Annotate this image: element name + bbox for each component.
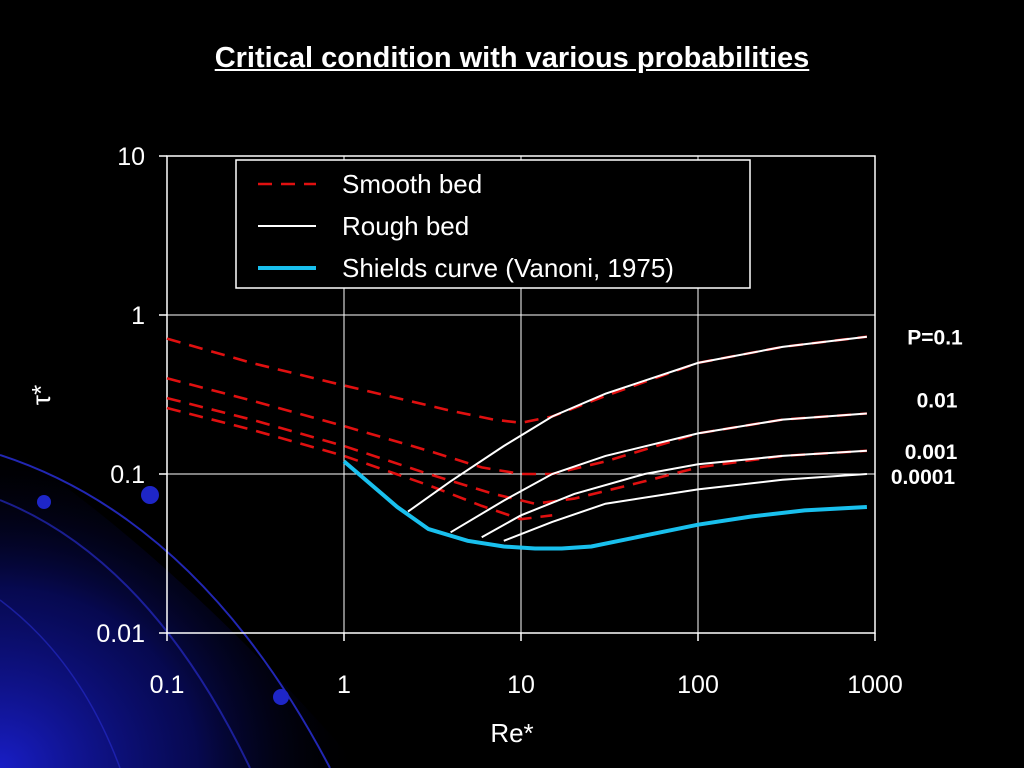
- x-tick-label: 1: [337, 671, 351, 699]
- y-axis-title: τ*: [26, 385, 56, 405]
- decoration-arc: [0, 599, 121, 768]
- decoration-dot: [273, 689, 289, 705]
- axes: [159, 155, 876, 641]
- probability-label: 0.0001: [891, 466, 956, 489]
- legend-label: Smooth bed: [342, 169, 482, 199]
- decoration-dot: [141, 486, 159, 504]
- legend: Smooth bed Rough bed Shields curve (Vanoni…: [235, 159, 751, 289]
- legend-label: Rough bed: [342, 211, 469, 241]
- smooth-bed-line: [166, 406, 553, 521]
- y-tick-label: 0.01: [96, 620, 145, 648]
- x-axis-title: Re*: [490, 718, 533, 748]
- series-group: [166, 335, 868, 551]
- probability-label: 0.01: [917, 390, 958, 413]
- rough-bed-line: [481, 449, 867, 539]
- legend-label: Shields curve (Vanoni, 1975): [342, 253, 674, 283]
- probability-label: 0.001: [905, 441, 958, 464]
- decoration-dot: [37, 495, 51, 509]
- legend-box: [235, 159, 751, 289]
- smooth-bed-line: [166, 396, 867, 506]
- y-tick-label: 0.1: [110, 461, 145, 489]
- y-tick-label: 10: [117, 143, 145, 171]
- smooth-bed-line: [166, 377, 867, 476]
- rough-bed-line: [407, 335, 868, 513]
- y-tick-label: 1: [131, 302, 145, 330]
- x-tick-label: 1000: [847, 671, 903, 699]
- chart-title: Critical condition with various probabil…: [214, 42, 810, 74]
- decoration-arc: [0, 454, 331, 768]
- smooth-bed-line: [166, 335, 868, 425]
- shields-curve-line: [342, 459, 868, 551]
- x-tick-label: 100: [677, 671, 719, 699]
- decoration-glow: [0, 440, 360, 768]
- x-tick-label: 0.1: [150, 671, 185, 699]
- probability-label: P=0.1: [907, 327, 963, 350]
- rough-bed-line: [503, 473, 867, 542]
- decoration-arc: [0, 499, 251, 768]
- rough-bed-line: [450, 412, 867, 534]
- x-tick-label: 10: [507, 671, 535, 699]
